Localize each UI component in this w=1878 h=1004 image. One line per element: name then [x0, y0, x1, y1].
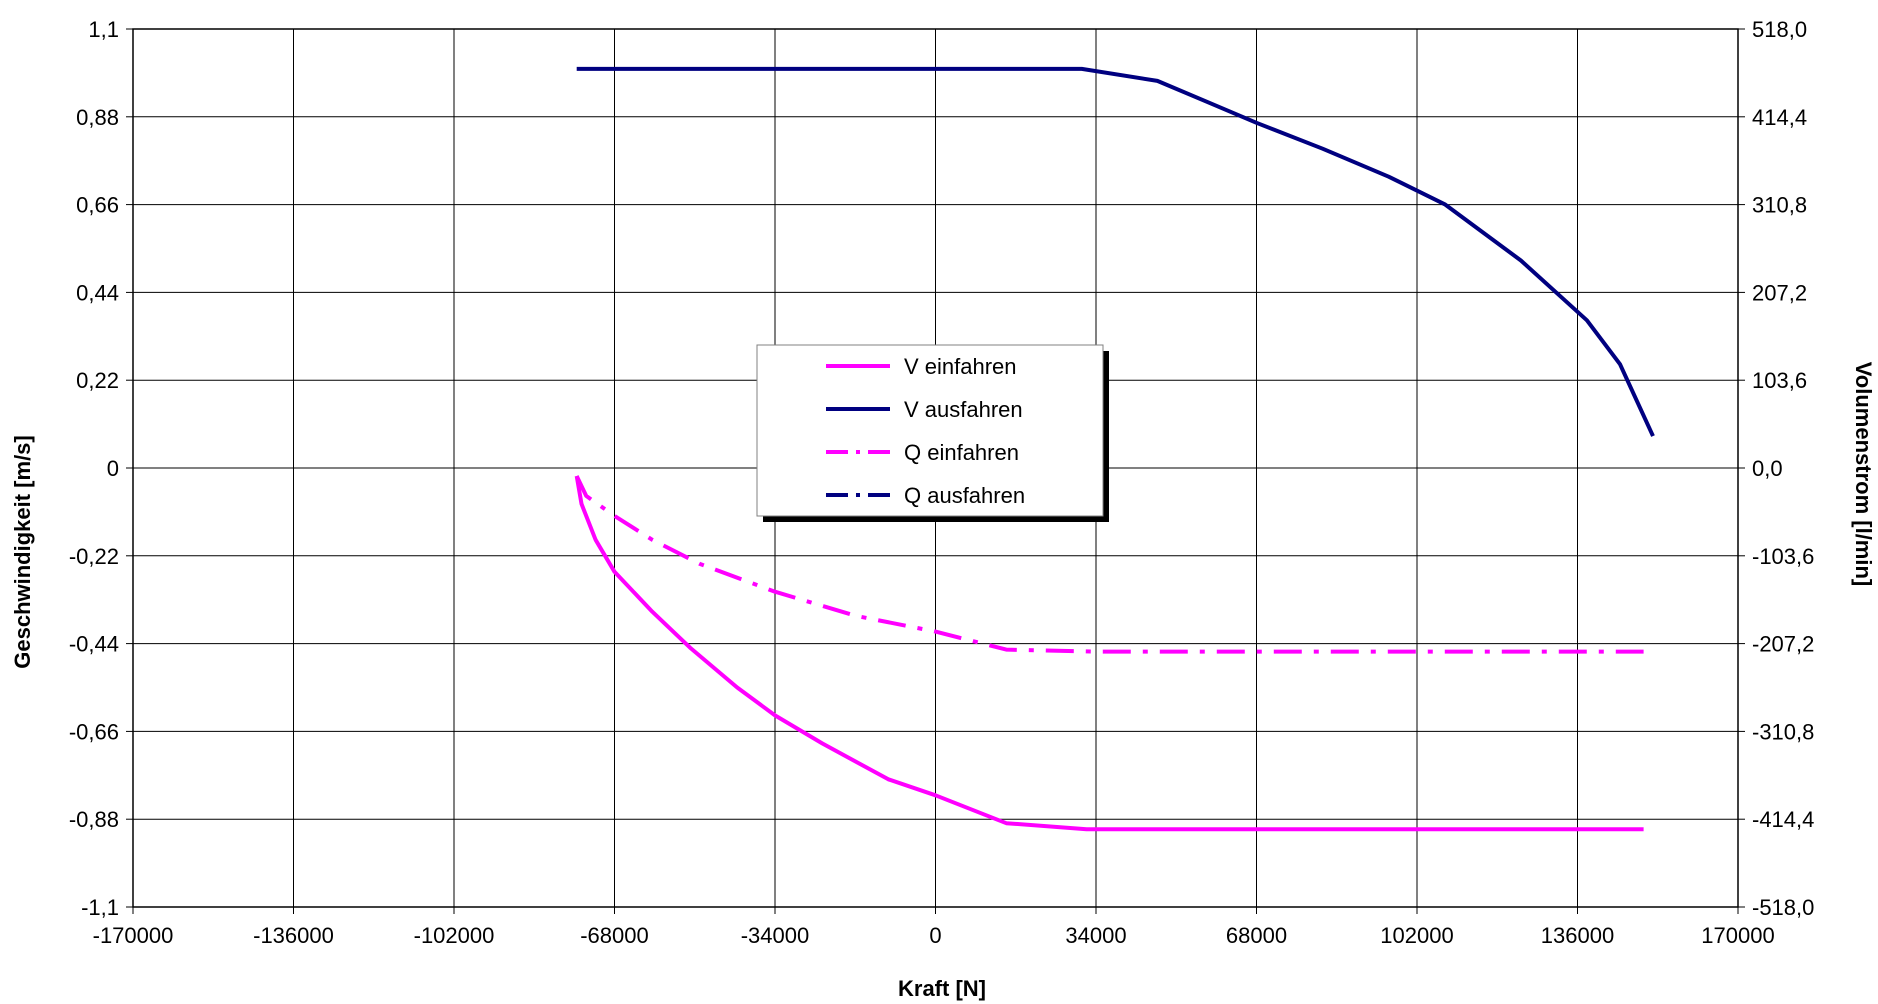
- x-tick-label: 68000: [1226, 923, 1287, 948]
- x-axis-tick-labels: -170000 -136000 -102000 -68000 -34000 0 34000 6…: [93, 923, 1775, 948]
- y-tick-label: -0,44: [69, 632, 119, 657]
- y2-tick-label: -518,0: [1752, 895, 1814, 920]
- x-axis-title: Kraft [N]: [898, 976, 986, 1001]
- y-tick-label: -0,22: [69, 544, 119, 569]
- y2-tick-label: 310,8: [1752, 193, 1807, 218]
- y2-tick-label: -310,8: [1752, 719, 1814, 744]
- y-tick-label: 1,1: [88, 17, 119, 42]
- x-tick-label: -136000: [253, 923, 334, 948]
- x-tick-label: -34000: [741, 923, 810, 948]
- y-tick-label: 0: [107, 456, 119, 481]
- y2-tick-label: 207,2: [1752, 280, 1807, 305]
- series-line-v-ausfahren: [576, 66, 1655, 437]
- x-tick-label: -102000: [414, 923, 495, 948]
- y-axis-tick-labels: 1,1 0,88 0,66 0,44 0,22 0 -0,22 -0,44 -0,66 -0,88…: [69, 17, 119, 920]
- series-line-q-einfahren: [574, 475, 1644, 654]
- legend-entry-label: V ausfahren: [904, 397, 1023, 422]
- series-line-v-einfahren: [574, 475, 1644, 832]
- x-tick-label: 0: [929, 923, 941, 948]
- y-tick-label: 0,88: [76, 105, 119, 130]
- y-tick-label: -1,1: [81, 895, 119, 920]
- x-tick-label: 170000: [1701, 923, 1774, 948]
- y2-tick-label: -103,6: [1752, 544, 1814, 569]
- y-tick-label: 0,66: [76, 193, 119, 218]
- y2-tick-label: 103,6: [1752, 368, 1807, 393]
- legend: V einfahren V ausfahren Q einfahren Q ausfa…: [756, 344, 1109, 522]
- y2-tick-label: -207,2: [1752, 632, 1814, 657]
- y-tick-label: -0,88: [69, 807, 119, 832]
- y2-tick-label: 414,4: [1752, 105, 1807, 130]
- y2-axis-title: Volumenstrom [l/min]: [1851, 362, 1876, 587]
- legend-entry-label: Q einfahren: [904, 440, 1019, 465]
- y-tick-label: 0,22: [76, 368, 119, 393]
- y-axis-title: Geschwindigkeit [m/s]: [10, 435, 35, 669]
- series-layer: [574, 66, 1655, 832]
- legend-entry-label: Q ausfahren: [904, 483, 1025, 508]
- x-tick-label: 136000: [1541, 923, 1614, 948]
- legend-box: [756, 344, 1104, 517]
- x-tick-label: 102000: [1380, 923, 1453, 948]
- x-tick-label: -170000: [93, 923, 174, 948]
- x-tick-label: 34000: [1065, 923, 1126, 948]
- y2-axis-tick-labels: 518,0 414,4 310,8 207,2 103,6 0,0 -103,6 -207,2…: [1752, 17, 1814, 920]
- y-tick-label: -0,66: [69, 719, 119, 744]
- plot-area-frame: [132, 28, 1739, 908]
- y-tick-label: 0,44: [76, 280, 119, 305]
- y2-tick-label: -414,4: [1752, 807, 1814, 832]
- x-tick-label: -68000: [580, 923, 649, 948]
- y2-tick-label: 518,0: [1752, 17, 1807, 42]
- legend-entry-label: V einfahren: [904, 354, 1017, 379]
- y2-tick-label: 0,0: [1752, 456, 1783, 481]
